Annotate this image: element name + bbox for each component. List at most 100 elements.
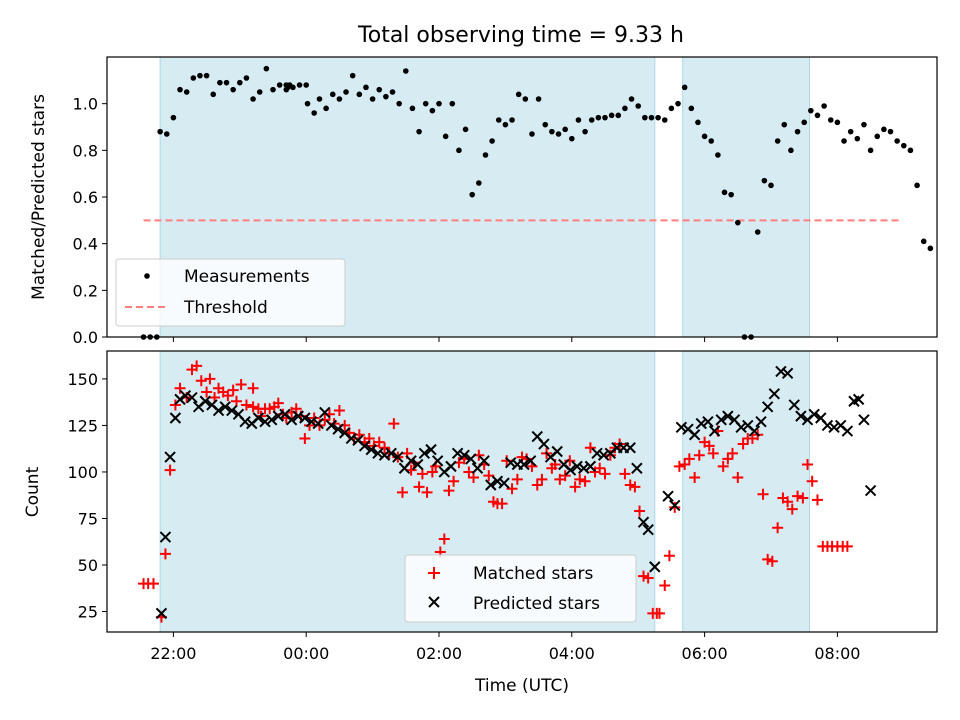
matched-star-point [299, 432, 311, 444]
predicted-star-point [702, 416, 714, 428]
predicted-star-point [649, 561, 661, 573]
top-y-ticks: 0.0 0.2 0.4 0.6 0.8 1.0 [73, 95, 107, 347]
measurement-point [549, 128, 555, 135]
measurement-point [409, 105, 416, 112]
bottom-y-tick-label: 50 [78, 556, 98, 575]
measurement-point [369, 96, 376, 102]
predicted-star-point [358, 440, 371, 452]
predicted-star-point [564, 464, 577, 476]
predicted-star-point [312, 417, 324, 430]
measurement-point [177, 86, 183, 93]
matched-star-point [222, 390, 234, 402]
bottom-x-tick-label: 22:00 [150, 644, 196, 663]
measurement-point [914, 182, 920, 189]
measurement-point [608, 112, 615, 119]
predicted-star-point [584, 460, 597, 473]
measurement-point [542, 121, 549, 128]
measurement-point [622, 105, 628, 112]
matched-star-point [438, 533, 450, 545]
predicted-star-point [858, 414, 870, 426]
matched-star-point [806, 475, 818, 487]
measurement-point [323, 105, 329, 112]
top-shade-1 [682, 56, 811, 338]
measurement-point [602, 114, 608, 121]
matched-star-point [782, 496, 794, 508]
matched-star-point [811, 494, 823, 506]
measurement-point [695, 119, 701, 126]
predicted-star-point [169, 412, 182, 424]
predicted-star-point [708, 425, 721, 437]
matched-star-point [379, 442, 391, 454]
measurement-point [223, 79, 230, 86]
measurement-point [329, 91, 336, 98]
predicted-star-point [325, 419, 338, 432]
measurement-point [821, 103, 827, 109]
measurement-point [303, 82, 310, 88]
matched-star-point [707, 447, 719, 459]
predicted-star-point [478, 455, 490, 467]
matched-star-point [396, 486, 408, 498]
predicted-star-point [431, 455, 444, 467]
measurement-point [462, 126, 469, 133]
measurement-point [675, 100, 681, 107]
top-x-ticks [172, 337, 838, 342]
measurement-point [774, 138, 781, 144]
matched-star-point [673, 460, 685, 472]
predicted-star-point [591, 447, 603, 460]
measurement-point [761, 177, 768, 184]
measurement-point [416, 128, 422, 135]
matched-star-point [642, 572, 654, 584]
matched-star-point [663, 550, 675, 562]
measurement-point [304, 100, 311, 107]
matched-star-point [164, 464, 176, 476]
measurement-point [841, 138, 847, 144]
predicted-star-point [179, 389, 192, 402]
legend-matched-marker [428, 567, 440, 579]
measurement-point [403, 68, 409, 74]
predicted-star-point [695, 417, 707, 430]
measurement-point [237, 79, 243, 86]
predicted-star-point [392, 451, 404, 463]
legend-predicted-label: Predicted stars [473, 594, 600, 614]
measurement-point [515, 91, 522, 98]
measurement-point [383, 93, 389, 100]
predicted-star-point [155, 607, 168, 620]
top-y-axis-label: Matched/Predicted stars [29, 94, 49, 300]
matched-star-point [333, 405, 345, 417]
measurement-point [163, 131, 170, 137]
measurement-point [927, 245, 934, 252]
matched-star-point [448, 475, 460, 487]
matched-star-point [629, 481, 641, 493]
measurement-point [874, 133, 881, 140]
predicted-star-point [252, 412, 265, 424]
measurement-point [907, 147, 914, 154]
measurement-point [814, 112, 821, 119]
matched-star-point [511, 473, 523, 485]
matched-star-point [483, 470, 495, 482]
predicted-star-point [285, 414, 298, 426]
measurement-point [469, 191, 476, 198]
predicted-star-point [164, 451, 176, 463]
measurement-point [808, 107, 814, 114]
predicted-star-point [265, 414, 278, 426]
matched-star-point [501, 455, 513, 467]
matched-star-point [536, 473, 548, 485]
predicted-star-point [841, 425, 854, 437]
matched-star-point [841, 540, 853, 552]
measurement-point [894, 138, 900, 144]
bottom-x-tick-label: 00:00 [283, 644, 329, 663]
legend-measurements-label: Measurements [184, 267, 310, 287]
top-y-tick-label: 0.6 [73, 188, 98, 207]
top-y-tick-label: 0.8 [73, 141, 98, 160]
measurement-point [482, 152, 489, 158]
predicted-star-point [748, 425, 761, 437]
bottom-y-tick-label: 125 [67, 416, 98, 435]
top-y-tick-label: 0.2 [73, 281, 98, 300]
bottom-x-ticks: 22:00 00:00 02:00 04:00 06:00 08:00 [150, 632, 860, 663]
measurement-point [349, 72, 356, 79]
measurement-point [489, 138, 495, 144]
bottom-panel: 25 50 75 100 125 150 22:00 00:00 02:00 04:00 06:0… [23, 350, 938, 696]
predicted-star-point [498, 477, 510, 489]
matched-star-point [201, 386, 213, 398]
matched-star-point [722, 453, 734, 465]
